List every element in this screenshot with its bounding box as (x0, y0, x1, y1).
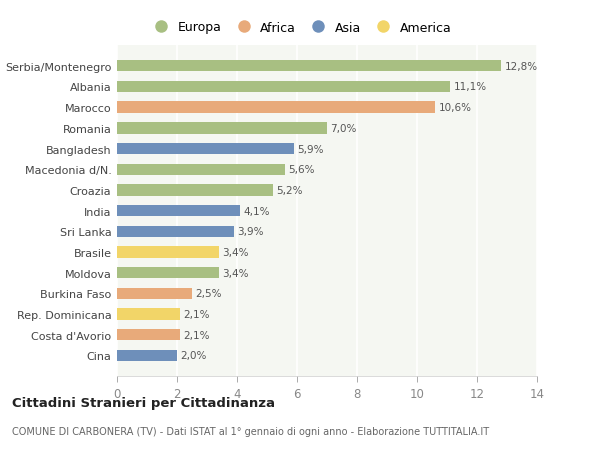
Text: 5,2%: 5,2% (277, 185, 303, 196)
Bar (117, 206, 240, 217)
Text: 4,1%: 4,1% (244, 206, 270, 216)
Bar (117, 102, 435, 113)
Bar (117, 185, 273, 196)
Bar (117, 144, 294, 155)
Bar (117, 226, 234, 237)
Bar (117, 247, 219, 258)
Text: 11,1%: 11,1% (454, 82, 487, 92)
Bar (117, 123, 327, 134)
Bar (117, 82, 450, 93)
Text: 3,4%: 3,4% (223, 268, 249, 278)
Text: 2,0%: 2,0% (181, 351, 207, 361)
Text: 2,5%: 2,5% (196, 289, 222, 299)
Text: 3,4%: 3,4% (223, 247, 249, 257)
Text: Cittadini Stranieri per Cittadinanza: Cittadini Stranieri per Cittadinanza (12, 396, 275, 409)
Bar (117, 268, 219, 279)
Text: 3,9%: 3,9% (238, 227, 264, 237)
Text: 10,6%: 10,6% (439, 103, 472, 113)
Text: 12,8%: 12,8% (505, 62, 538, 72)
Text: 2,1%: 2,1% (184, 309, 210, 319)
Bar (117, 288, 192, 299)
Text: 5,6%: 5,6% (289, 165, 315, 175)
Text: 5,9%: 5,9% (298, 144, 324, 154)
Legend: Europa, Africa, Asia, America: Europa, Africa, Asia, America (145, 18, 455, 38)
Text: 7,0%: 7,0% (331, 123, 357, 134)
Text: 2,1%: 2,1% (184, 330, 210, 340)
Bar (117, 309, 180, 320)
Bar (117, 61, 501, 72)
Bar (117, 330, 180, 341)
Bar (117, 164, 285, 175)
Text: COMUNE DI CARBONERA (TV) - Dati ISTAT al 1° gennaio di ogni anno - Elaborazione : COMUNE DI CARBONERA (TV) - Dati ISTAT al… (12, 426, 489, 436)
Bar (117, 350, 177, 361)
